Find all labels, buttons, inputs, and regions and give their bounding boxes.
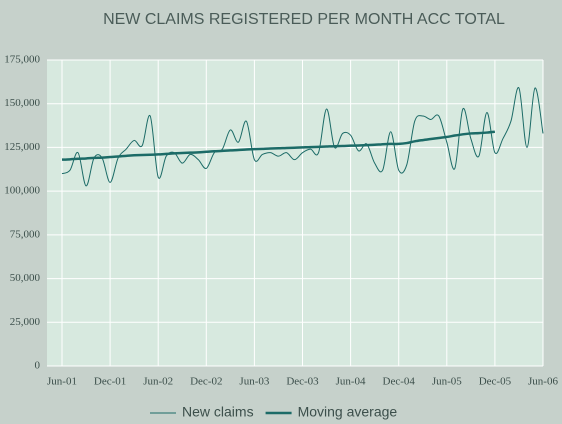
- x-tick-label: Jun-03: [239, 376, 269, 388]
- y-tick-label: 175,000: [4, 54, 40, 66]
- x-tick-label: Dec-02: [190, 376, 222, 388]
- x-tick-label: Jun-06: [528, 376, 558, 388]
- y-tick-label: 100,000: [4, 185, 40, 197]
- plot-area: [47, 60, 543, 366]
- chart-title: NEW CLAIMS REGISTERED PER MONTH ACC TOTA…: [103, 11, 505, 28]
- y-tick-label: 0: [35, 360, 41, 372]
- y-tick-label: 50,000: [10, 272, 41, 284]
- x-tick-label: Jun-04: [336, 376, 366, 388]
- x-tick-label: Dec-05: [479, 376, 512, 388]
- series-line: [61, 87, 544, 187]
- y-tick-label: 125,000: [4, 141, 40, 153]
- x-tick-label: Dec-04: [383, 376, 416, 388]
- x-tick-label: Dec-01: [94, 376, 126, 388]
- legend-label: Moving average: [298, 404, 398, 420]
- x-tick-label: Jun-01: [47, 376, 77, 388]
- y-tick-label: 150,000: [4, 97, 40, 109]
- y-tick-label: 75,000: [10, 228, 41, 240]
- x-tick-label: Jun-05: [432, 376, 462, 388]
- x-tick-label: Jun-02: [143, 376, 173, 388]
- legend-label: New claims: [182, 404, 254, 420]
- y-tick-label: 25,000: [10, 316, 41, 328]
- x-tick-label: Dec-03: [286, 376, 319, 388]
- series-line: [61, 130, 496, 161]
